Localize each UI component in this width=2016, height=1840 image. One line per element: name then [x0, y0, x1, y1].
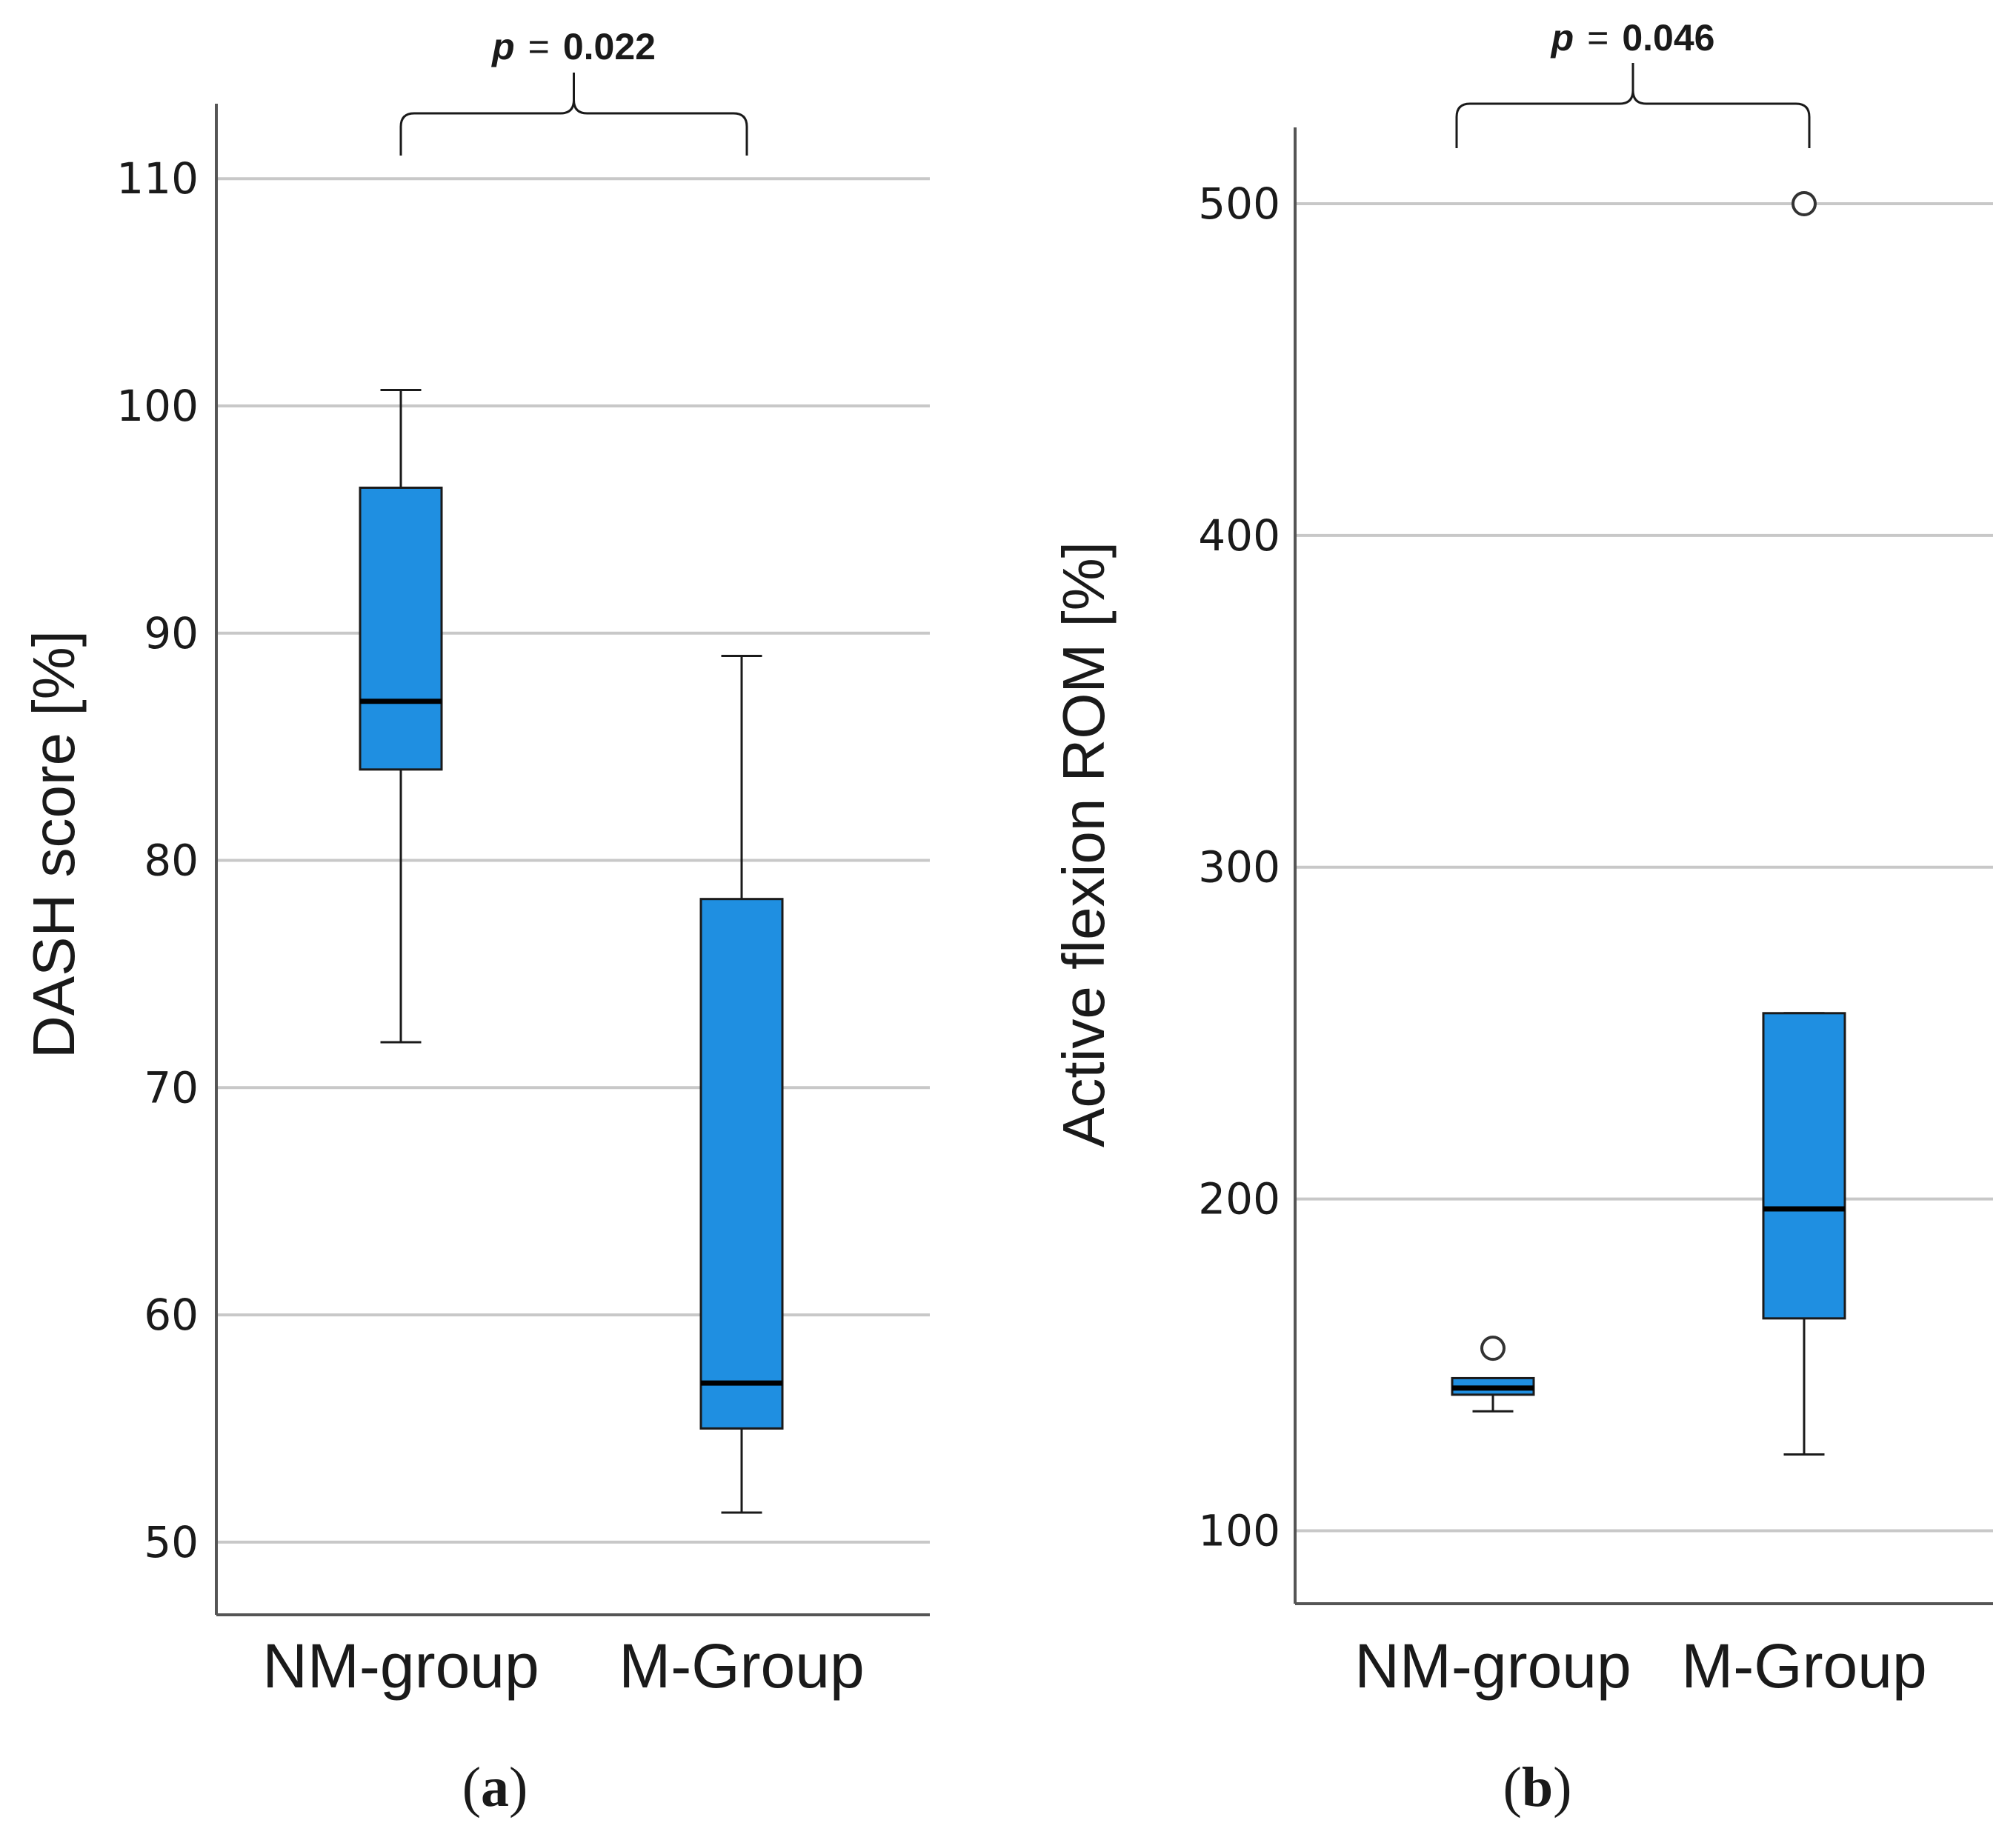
panel-b-gridlines	[1295, 202, 1993, 1533]
panel-b-caption-letter: b	[1522, 1756, 1553, 1819]
panel-b-category-nm-group: NM-group	[1354, 1631, 1631, 1701]
panel-b-axes	[1294, 127, 1993, 1605]
panel-a-category-nm-group: NM-group	[262, 1631, 539, 1701]
panel-a-box-nm-group	[359, 389, 443, 1044]
panel-a-boxes	[359, 389, 784, 1514]
panel-b-box-m-group	[1762, 1012, 1846, 1456]
panel-b-y-axis-label: Active flexion ROM [%]	[1051, 541, 1117, 1147]
panel-a-dash-score: 50 60 70 80 90 100 110 NM-group M-Group DASH sc…	[21, 26, 930, 1819]
panel-a-y-tick-labels: 50 60 70 80 90 100 110	[116, 153, 199, 1567]
panel-a-y-tick-70: 70	[144, 1062, 199, 1113]
panel-b-significance-bracket	[1455, 63, 1811, 148]
panel-b-y-tick-200: 200	[1198, 1174, 1280, 1224]
panel-b-y-tick-500: 500	[1198, 179, 1280, 229]
panel-b-category-m-group: M-Group	[1681, 1631, 1926, 1701]
panel-a-box-m-group	[699, 654, 784, 1514]
panel-b-p-equals: =	[1587, 17, 1609, 59]
panel-a-p-number: 0.022	[563, 26, 656, 67]
panel-a-y-tick-80: 80	[144, 836, 199, 886]
panel-a-significance-bracket	[399, 73, 748, 156]
panel-a-y-tick-60: 60	[144, 1290, 199, 1340]
panel-b-caption: (b)	[1503, 1756, 1572, 1819]
panel-a-gridlines	[216, 177, 930, 1544]
panel-b-active-flexion-rom: 100 200 300 400 500 NM-group M-Group Active f…	[1051, 17, 1993, 1819]
panel-b-category-labels: NM-group M-Group	[1354, 1631, 1926, 1701]
panel-a-y-tick-110: 110	[116, 153, 199, 204]
panel-b-y-tick-labels: 100 200 300 400 500	[1198, 179, 1280, 1556]
panel-a-y-axis-label: DASH score [%]	[21, 630, 87, 1059]
panel-b-y-tick-300: 300	[1198, 842, 1280, 893]
panel-a-y-tick-50: 50	[144, 1517, 199, 1567]
panel-b-p-symbol: p	[1550, 17, 1574, 59]
panel-b-outlier-m-group-0	[1792, 191, 1817, 217]
panel-a-y-tick-90: 90	[144, 608, 199, 659]
panel-a-p-symbol: p	[490, 26, 515, 67]
panel-b-y-tick-400: 400	[1198, 510, 1280, 561]
panel-b-p-value: p = 0.046	[1550, 17, 1715, 59]
panel-b-p-number: 0.046	[1622, 17, 1714, 59]
panel-a-category-m-group: M-Group	[619, 1631, 864, 1701]
panel-a-axes	[215, 104, 930, 1616]
panel-a-caption-letter: a	[481, 1756, 509, 1819]
panel-a-category-labels: NM-group M-Group	[262, 1631, 864, 1701]
panel-b-box-nm-group	[1451, 1376, 1535, 1413]
panel-b-outliers	[1480, 191, 1817, 1361]
panel-b-iqr-box-m-group	[1762, 1012, 1846, 1320]
panel-a-p-equals: =	[528, 26, 550, 67]
panel-a-iqr-box-m-group	[699, 898, 784, 1430]
panel-b-y-tick-100: 100	[1198, 1505, 1280, 1556]
panel-b-boxes	[1451, 1012, 1846, 1456]
panel-a-p-value: p = 0.022	[490, 26, 656, 67]
panel-a-iqr-box-nm-group	[359, 486, 443, 771]
panel-a-y-tick-100: 100	[116, 381, 199, 431]
panel-a-caption: (a)	[462, 1756, 528, 1819]
panel-b-outlier-nm-group-0	[1480, 1336, 1506, 1361]
